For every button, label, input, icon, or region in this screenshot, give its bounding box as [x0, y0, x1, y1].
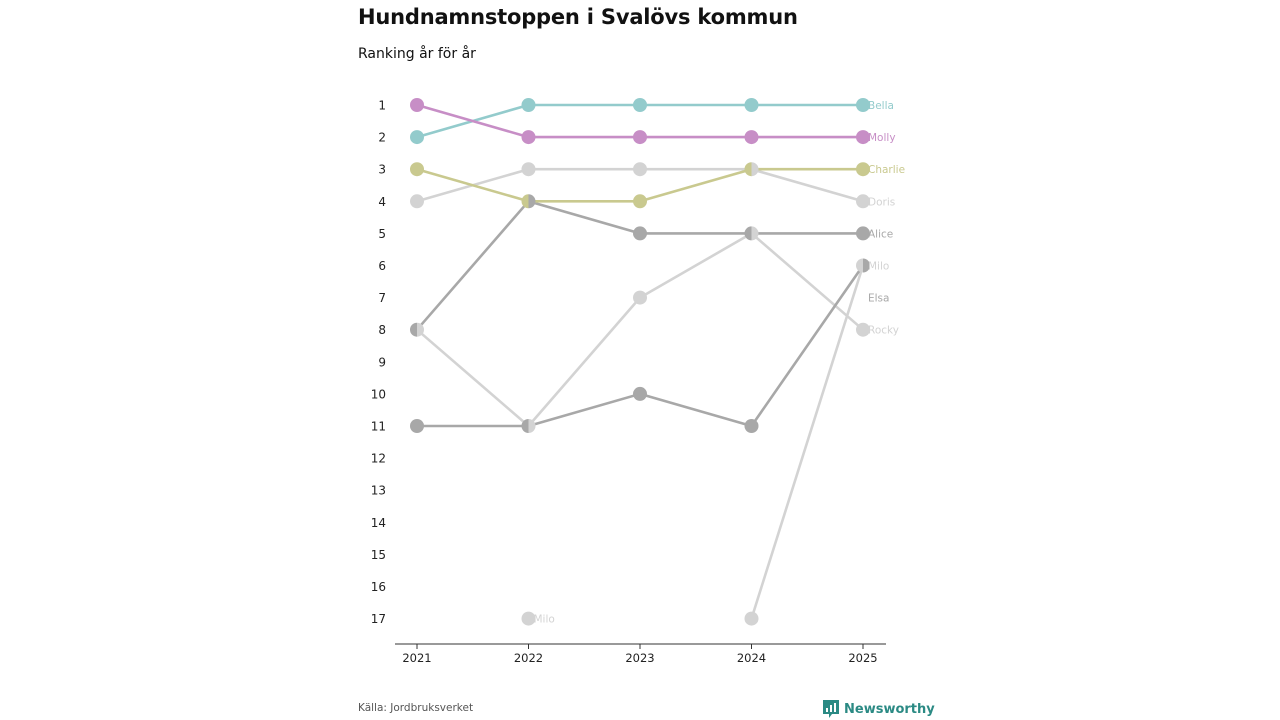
data-point-elsa-2025: [863, 258, 871, 273]
y-tick-label: 8: [378, 323, 386, 337]
data-point-bella-2023: [633, 98, 647, 112]
data-point-milo-2024: [744, 611, 759, 626]
y-tick-label: 15: [371, 548, 386, 562]
data-point-doris-2023: [633, 162, 647, 177]
end-label-alice: Alice: [868, 228, 893, 240]
x-tick-label: 2025: [848, 651, 877, 665]
data-point-molly-2025: [856, 130, 870, 145]
y-tick-label: 2: [378, 131, 386, 145]
y-tick-label: 11: [371, 420, 386, 434]
y-tick-label: 10: [371, 387, 386, 401]
data-point-milo-2022: [521, 611, 536, 626]
data-point-alice-2025: [856, 226, 870, 241]
bar-chart-logo-icon: [823, 700, 839, 718]
data-point-elsa-2023: [633, 386, 647, 401]
data-point-elsa-2024: [744, 419, 759, 433]
inline-label-milo: Milo: [534, 614, 555, 626]
data-point-bella-2025: [856, 98, 870, 112]
series-line-elsa: [415, 264, 865, 428]
y-tick-label: 7: [378, 291, 386, 305]
data-point-alice-2023: [633, 226, 647, 241]
x-tick-label: 2021: [402, 651, 431, 665]
end-label-molly: Molly: [868, 132, 896, 144]
end-label-doris: Doris: [868, 196, 895, 208]
data-point-charlie-2025: [856, 162, 870, 177]
y-tick-label: 9: [378, 355, 386, 369]
y-tick-label: 5: [378, 227, 386, 241]
data-point-rocky-2024: [751, 226, 759, 241]
data-point-rocky-2023: [633, 290, 647, 305]
data-point-charlie-2021: [410, 162, 424, 177]
brand-logo[interactable]: Newsworthy: [823, 700, 935, 718]
source-note: Källa: Jordbruksverket: [358, 702, 474, 714]
data-point-charlie-2024: [744, 162, 752, 177]
end-label-milo: Milo: [868, 261, 889, 273]
y-tick-label: 4: [378, 195, 386, 209]
series-lines: [415, 103, 865, 620]
data-point-molly-2021: [410, 98, 424, 112]
data-point-rocky-2025: [856, 322, 870, 337]
data-point-charlie-2023: [633, 194, 647, 209]
data-point-charlie-2022: [521, 194, 529, 209]
y-tick-label: 17: [371, 612, 386, 626]
series-line-milo: [750, 264, 865, 620]
y-tick-label: 12: [371, 452, 386, 466]
x-tick-label: 2024: [737, 651, 766, 665]
end-label-rocky: Rocky: [868, 325, 899, 337]
data-point-alice-2024: [744, 226, 752, 241]
y-tick-label: 3: [378, 163, 386, 177]
data-point-doris-2024: [751, 162, 759, 177]
data-point-molly-2023: [633, 130, 647, 145]
x-tick-label: 2022: [514, 651, 543, 665]
data-point-milo-2025: [856, 258, 863, 273]
data-point-elsa-2021: [410, 419, 424, 433]
data-point-alice-2021: [410, 322, 417, 337]
chart-title: Hundnamnstoppen i Svalövs kommun: [358, 5, 798, 29]
x-axis: 2021 2022 2023 2024 2025: [395, 643, 886, 665]
y-tick-label: 16: [371, 580, 386, 594]
y-tick-label: 14: [371, 516, 386, 530]
data-point-molly-2022: [521, 130, 536, 145]
x-tick-label: 2023: [625, 651, 654, 665]
end-label-charlie: Charlie: [868, 164, 905, 176]
data-point-molly-2024: [744, 130, 759, 145]
brand-name: Newsworthy: [844, 701, 935, 717]
data-point-alice-2022: [528, 194, 536, 209]
y-tick-label: 1: [378, 99, 386, 113]
data-point-bella-2021: [410, 130, 424, 145]
y-tick-label: 6: [378, 259, 386, 273]
data-point-doris-2022: [521, 162, 536, 177]
series-points: [410, 98, 871, 626]
data-point-bella-2024: [744, 98, 759, 112]
data-point-doris-2025: [856, 194, 870, 209]
chart-subtitle: Ranking år för år: [358, 46, 476, 62]
data-point-bella-2022: [521, 98, 536, 112]
series-line-alice: [415, 200, 865, 332]
data-point-rocky-2022: [528, 419, 536, 433]
series-labels: Bella Molly Charlie Doris Alice Milo Elsa Rocky…: [534, 100, 906, 626]
data-point-doris-2021: [410, 194, 424, 209]
data-point-elsa-2022: [521, 419, 529, 433]
end-label-bella: Bella: [868, 100, 894, 112]
y-tick-label: 13: [371, 484, 386, 498]
data-point-rocky-2021: [417, 322, 424, 337]
end-label-elsa: Elsa: [868, 293, 889, 305]
